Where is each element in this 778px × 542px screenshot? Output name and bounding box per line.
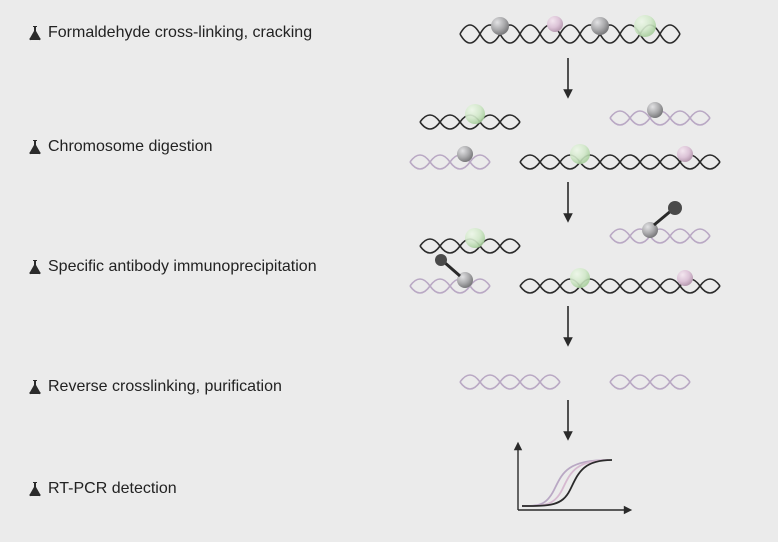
step1-dna	[460, 15, 680, 43]
step-3: Specific antibody immunoprecipitation	[28, 258, 317, 276]
workflow-diagram	[400, 0, 778, 542]
flask-icon	[28, 139, 42, 155]
flask-icon	[28, 25, 42, 41]
step-4: Reverse crosslinking, purification	[28, 378, 282, 396]
flask-icon	[28, 259, 42, 275]
step-2-label: Chromosome digestion	[48, 138, 213, 156]
step4-fragments	[460, 375, 690, 389]
flask-icon	[28, 481, 42, 497]
flask-icon	[28, 379, 42, 395]
step-4-label: Reverse crosslinking, purification	[48, 378, 282, 396]
step-2: Chromosome digestion	[28, 138, 213, 156]
pcr-plot	[518, 446, 628, 510]
step-3-label: Specific antibody immunoprecipitation	[48, 258, 317, 276]
step-5: RT-PCR detection	[28, 480, 177, 498]
step-1-label: Formaldehyde cross-linking, cracking	[48, 24, 312, 42]
step-5-label: RT-PCR detection	[48, 480, 177, 498]
step2-fragments	[410, 102, 720, 169]
step3-fragments	[410, 201, 720, 293]
step-1: Formaldehyde cross-linking, cracking	[28, 24, 312, 42]
